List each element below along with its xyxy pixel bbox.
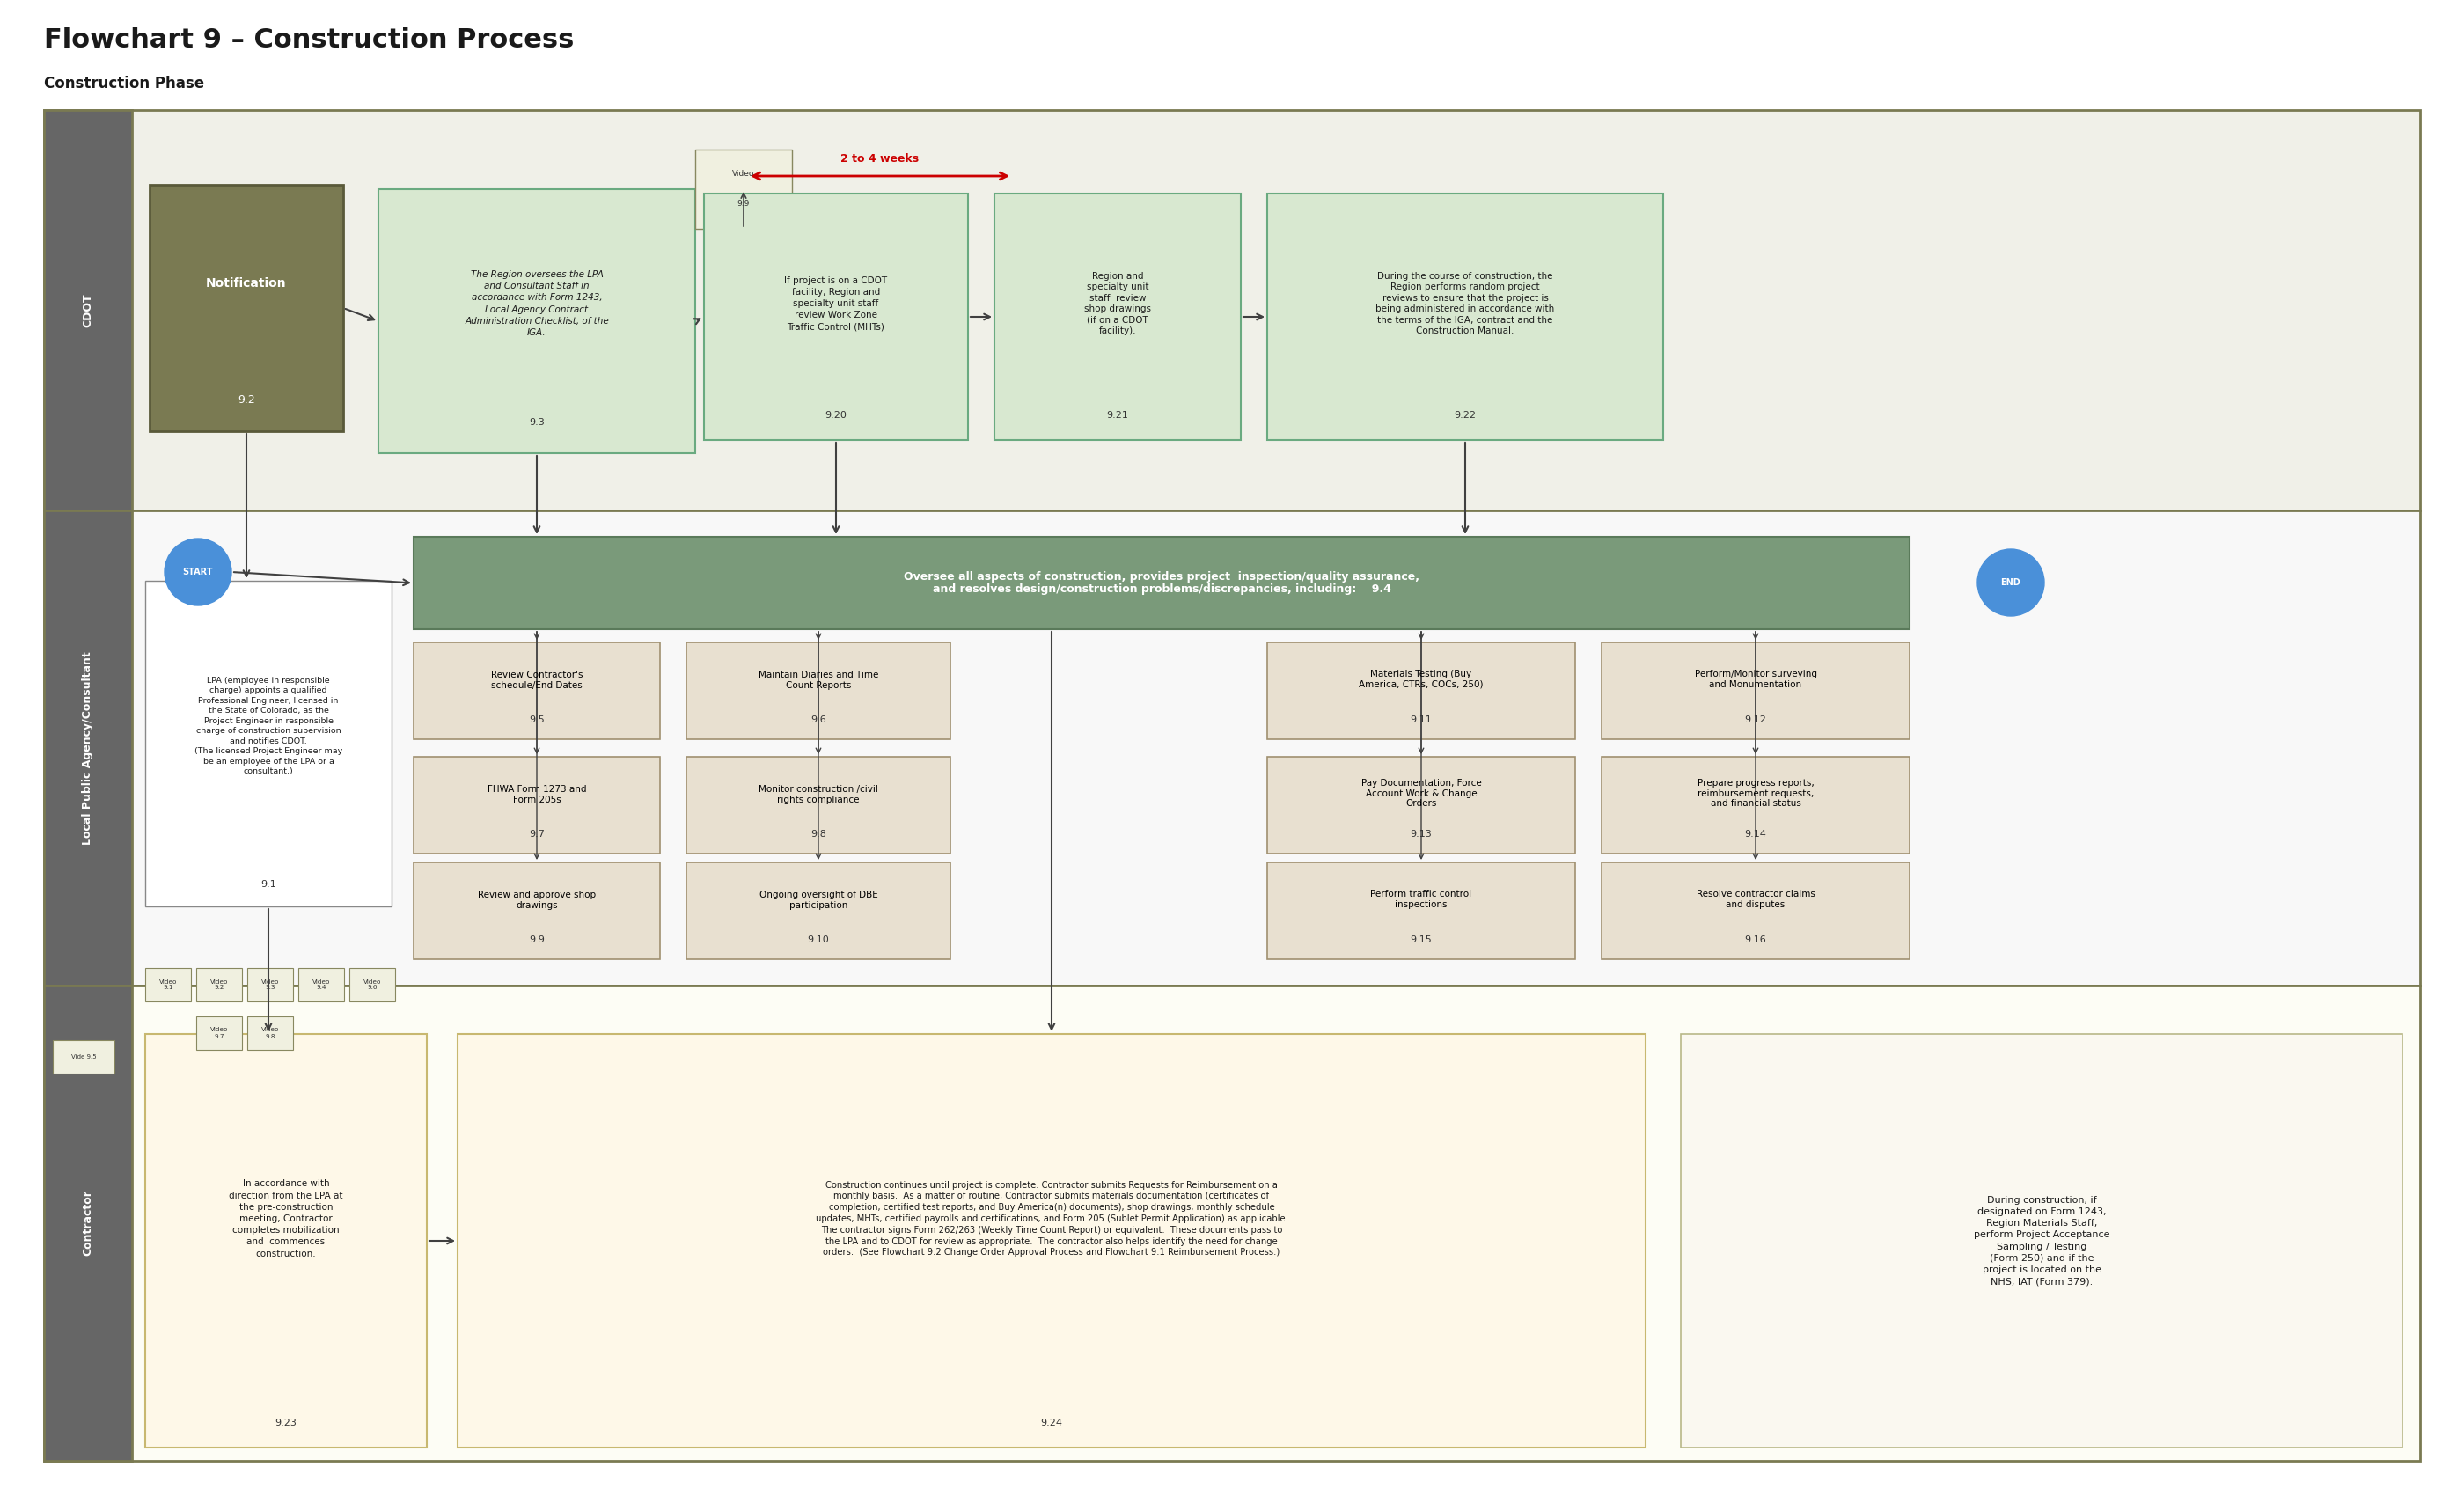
Text: 9.21: 9.21	[1106, 411, 1129, 420]
FancyBboxPatch shape	[1602, 862, 1910, 959]
Text: Perform traffic control
inspections: Perform traffic control inspections	[1370, 890, 1471, 908]
Text: Contractor: Contractor	[81, 1191, 94, 1257]
FancyBboxPatch shape	[150, 186, 342, 431]
FancyBboxPatch shape	[44, 510, 2420, 986]
Text: During construction, if
designated on Form 1243,
Region Materials Staff,
perform: During construction, if designated on Fo…	[1974, 1195, 2109, 1287]
Text: Review and approve shop
drawings: Review and approve shop drawings	[478, 890, 596, 910]
Text: Review Contractor's
schedule/End Dates: Review Contractor's schedule/End Dates	[490, 670, 584, 690]
FancyBboxPatch shape	[145, 968, 192, 1001]
Text: 9.9: 9.9	[737, 200, 749, 208]
Text: 9.14: 9.14	[1745, 830, 1767, 839]
FancyBboxPatch shape	[145, 580, 392, 907]
FancyBboxPatch shape	[1680, 1034, 2402, 1448]
Text: Oversee all aspects of construction, provides project  inspection/quality assura: Oversee all aspects of construction, pro…	[904, 570, 1419, 595]
Text: Pay Documentation, Force
Account Work & Change
Orders: Pay Documentation, Force Account Work & …	[1360, 779, 1481, 808]
Text: If project is on a CDOT
facility, Region and
specialty unit staff
review Work Zo: If project is on a CDOT facility, Region…	[784, 275, 887, 331]
Text: The Region oversees the LPA
and Consultant Staff in
accordance with Form 1243,
L: The Region oversees the LPA and Consulta…	[466, 271, 609, 337]
FancyBboxPatch shape	[44, 111, 133, 510]
Text: 9.8: 9.8	[811, 830, 825, 839]
Text: During the course of construction, the
Region performs random project
reviews to: During the course of construction, the R…	[1375, 272, 1555, 335]
FancyBboxPatch shape	[246, 1016, 293, 1050]
Text: Notification: Notification	[207, 277, 286, 290]
FancyBboxPatch shape	[145, 1034, 426, 1448]
Text: Video
9.8: Video 9.8	[261, 1028, 278, 1038]
Text: Video: Video	[732, 171, 754, 178]
Text: Monitor construction /civil
rights compliance: Monitor construction /civil rights compl…	[759, 785, 877, 805]
Text: 9.16: 9.16	[1745, 935, 1767, 944]
Text: FHWA Form 1273 and
Form 205s: FHWA Form 1273 and Form 205s	[488, 785, 586, 805]
FancyBboxPatch shape	[197, 968, 241, 1001]
FancyBboxPatch shape	[414, 862, 660, 959]
FancyBboxPatch shape	[995, 193, 1242, 440]
Text: 9.22: 9.22	[1454, 411, 1476, 420]
Text: 9.12: 9.12	[1745, 715, 1767, 724]
Text: 9.9: 9.9	[530, 935, 545, 944]
Text: In accordance with
direction from the LPA at
the pre-construction
meeting, Contr: In accordance with direction from the LP…	[229, 1179, 342, 1258]
FancyBboxPatch shape	[1602, 757, 1910, 854]
Text: 9.24: 9.24	[1040, 1418, 1062, 1427]
FancyBboxPatch shape	[1266, 193, 1663, 440]
Text: Video
9.1: Video 9.1	[160, 978, 177, 990]
Text: 9.11: 9.11	[1409, 715, 1432, 724]
FancyBboxPatch shape	[350, 968, 394, 1001]
FancyBboxPatch shape	[298, 968, 345, 1001]
Text: 9.20: 9.20	[825, 411, 848, 420]
FancyBboxPatch shape	[44, 986, 133, 1460]
Text: END: END	[2001, 577, 2020, 586]
Text: CDOT: CDOT	[81, 293, 94, 328]
Text: Prepare progress reports,
reimbursement requests,
and financial status: Prepare progress reports, reimbursement …	[1698, 779, 1814, 808]
FancyBboxPatch shape	[687, 642, 951, 739]
Text: Video
9.2: Video 9.2	[209, 978, 229, 990]
FancyBboxPatch shape	[414, 757, 660, 854]
Text: 9.3: 9.3	[530, 417, 545, 426]
FancyBboxPatch shape	[687, 757, 951, 854]
FancyBboxPatch shape	[44, 111, 2420, 510]
FancyBboxPatch shape	[1266, 642, 1574, 739]
FancyBboxPatch shape	[705, 193, 968, 440]
Text: Video
9.7: Video 9.7	[209, 1028, 229, 1038]
Text: 9.10: 9.10	[808, 935, 830, 944]
FancyBboxPatch shape	[197, 1016, 241, 1050]
Text: 9.15: 9.15	[1409, 935, 1432, 944]
Text: 9.13: 9.13	[1409, 830, 1432, 839]
Text: Flowchart 9 – Construction Process: Flowchart 9 – Construction Process	[44, 27, 574, 52]
Text: Region and
specialty unit
staff  review
shop drawings
(if on a CDOT
facility).: Region and specialty unit staff review s…	[1084, 272, 1151, 335]
Text: 9.23: 9.23	[276, 1418, 298, 1427]
Text: LPA (employee in responsible
charge) appoints a qualified
Professional Engineer,: LPA (employee in responsible charge) app…	[195, 676, 342, 775]
Text: Construction continues until project is complete. Contractor submits Requests fo: Construction continues until project is …	[816, 1180, 1289, 1257]
Text: Vide 9.5: Vide 9.5	[71, 1055, 96, 1059]
Text: Resolve contractor claims
and disputes: Resolve contractor claims and disputes	[1695, 890, 1816, 908]
FancyBboxPatch shape	[695, 150, 791, 229]
Text: 9.7: 9.7	[530, 830, 545, 839]
Text: Local Public Agency/Consultant: Local Public Agency/Consultant	[81, 651, 94, 845]
Circle shape	[1976, 549, 2045, 616]
FancyBboxPatch shape	[458, 1034, 1646, 1448]
Text: Maintain Diaries and Time
Count Reports: Maintain Diaries and Time Count Reports	[759, 670, 877, 690]
FancyBboxPatch shape	[52, 1040, 113, 1074]
Text: 9.5: 9.5	[530, 715, 545, 724]
Text: Video
9.3: Video 9.3	[261, 978, 278, 990]
FancyBboxPatch shape	[1266, 862, 1574, 959]
Circle shape	[165, 539, 232, 606]
FancyBboxPatch shape	[414, 642, 660, 739]
Text: 2 to 4 weeks: 2 to 4 weeks	[840, 153, 919, 165]
FancyBboxPatch shape	[414, 537, 1910, 630]
FancyBboxPatch shape	[1602, 642, 1910, 739]
Text: Construction Phase: Construction Phase	[44, 76, 205, 91]
Text: START: START	[182, 567, 214, 576]
Text: Perform/Monitor surveying
and Monumentation: Perform/Monitor surveying and Monumentat…	[1695, 670, 1816, 688]
Text: 9.6: 9.6	[811, 715, 825, 724]
Text: 9.1: 9.1	[261, 880, 276, 889]
Text: Video
9.4: Video 9.4	[313, 978, 330, 990]
FancyBboxPatch shape	[246, 968, 293, 1001]
FancyBboxPatch shape	[687, 862, 951, 959]
FancyBboxPatch shape	[379, 188, 695, 453]
Text: Video
9.6: Video 9.6	[362, 978, 382, 990]
FancyBboxPatch shape	[1266, 757, 1574, 854]
Text: 9.2: 9.2	[237, 395, 256, 405]
FancyBboxPatch shape	[44, 510, 133, 986]
Text: Ongoing oversight of DBE
participation: Ongoing oversight of DBE participation	[759, 890, 877, 910]
FancyBboxPatch shape	[44, 986, 2420, 1460]
Text: Materials Testing (Buy
America, CTRs, COCs, 250): Materials Testing (Buy America, CTRs, CO…	[1360, 670, 1483, 688]
